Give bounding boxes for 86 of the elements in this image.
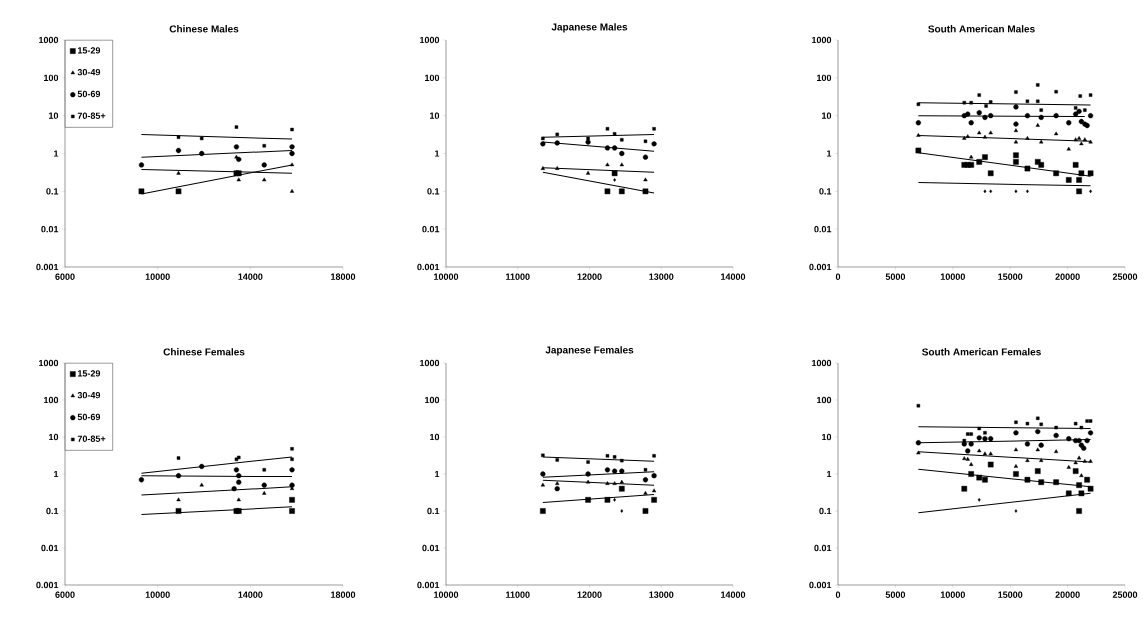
- x-tick-label: 10000: [145, 273, 170, 280]
- x-tick-label: 10000: [940, 591, 965, 598]
- legend-label: 30-49: [77, 68, 101, 76]
- x-tick-label: 18000: [331, 591, 356, 598]
- y-tick-label: 100: [817, 396, 832, 404]
- y-tick-label: 1000: [39, 359, 59, 367]
- chart-title: Chinese Females: [163, 348, 245, 356]
- y-tick-label: 0.01: [814, 225, 832, 233]
- y-tick-label: 0.001: [36, 581, 59, 589]
- legend-label: 15-29: [77, 47, 101, 54]
- y-tick-label: 10: [430, 112, 440, 119]
- x-tick-label: 12000: [577, 591, 602, 598]
- chart-title: Japanese Males: [551, 23, 628, 33]
- x-tick-label: 25000: [1112, 591, 1138, 598]
- x-tick-label: 12000: [577, 273, 602, 280]
- y-tick-label: 10: [430, 433, 440, 441]
- y-tick-label: 0.001: [809, 263, 832, 271]
- y-tick-label: 0.1: [46, 188, 59, 195]
- x-tick-label: 10000: [434, 591, 459, 598]
- y-tick-label: 1000: [812, 359, 832, 367]
- legend-label: 70-85+: [77, 435, 106, 442]
- x-tick-label: 14000: [721, 273, 746, 280]
- chart-title: Chinese Males: [169, 25, 239, 33]
- y-tick-label: 1: [54, 470, 59, 478]
- y-tick-label: 0.1: [427, 188, 440, 195]
- y-tick-label: 100: [44, 74, 59, 82]
- y-tick-label: 0.01: [422, 544, 440, 552]
- x-tick-label: 5000: [885, 273, 906, 280]
- x-tick-label: 6000: [55, 273, 75, 280]
- y-tick-label: 1: [435, 470, 440, 478]
- x-tick-label: 13000: [649, 591, 674, 598]
- y-tick-label: 1: [827, 470, 832, 478]
- legend-label: 50-69: [77, 90, 101, 98]
- y-tick-label: 1000: [39, 36, 59, 44]
- x-tick-label: 20000: [1055, 591, 1080, 598]
- x-tick-label: 6000: [55, 591, 75, 598]
- legend-label: 50-69: [77, 413, 101, 421]
- x-tick-label: 5000: [885, 591, 906, 598]
- x-tick-label: 25000: [1112, 273, 1138, 280]
- chart-title: South American Males: [928, 25, 1035, 33]
- x-tick-label: 10000: [145, 591, 170, 598]
- x-tick-label: 0: [835, 591, 841, 598]
- x-tick-label: 14000: [238, 273, 263, 280]
- x-tick-label: 18000: [331, 273, 356, 280]
- y-tick-label: 0.001: [36, 263, 59, 271]
- y-tick-label: 0.1: [46, 507, 59, 515]
- x-tick-label: 13000: [649, 273, 674, 280]
- y-tick-label: 0.1: [819, 507, 832, 515]
- y-tick-label: 10: [49, 112, 59, 119]
- x-tick-label: 11000: [506, 273, 530, 280]
- y-tick-label: 0.001: [809, 581, 832, 589]
- x-tick-label: 15000: [998, 273, 1023, 280]
- y-tick-label: 1000: [812, 36, 832, 44]
- y-tick-label: 1: [827, 150, 832, 157]
- y-tick-label: 1000: [420, 36, 440, 44]
- x-tick-label: 0: [835, 273, 841, 280]
- y-tick-label: 10: [822, 112, 832, 119]
- y-tick-label: 100: [44, 396, 59, 404]
- y-tick-label: 0.1: [427, 507, 440, 515]
- y-tick-label: 10: [49, 433, 59, 441]
- y-tick-label: 1000: [420, 359, 440, 367]
- y-tick-label: 0.01: [41, 225, 59, 233]
- legend-label: 30-49: [77, 391, 101, 399]
- x-tick-label: 14000: [721, 591, 746, 598]
- chart-title: Japanese Females: [545, 346, 634, 356]
- y-tick-label: 1: [54, 150, 59, 157]
- legend-label: 15-29: [77, 370, 101, 377]
- chart-title: South American Females: [922, 348, 1041, 356]
- y-tick-label: 0.01: [41, 544, 59, 552]
- y-tick-label: 0.001: [417, 581, 440, 589]
- x-tick-label: 10000: [434, 273, 459, 280]
- y-tick-label: 0.01: [422, 225, 440, 233]
- x-tick-label: 11000: [506, 591, 530, 598]
- y-tick-label: 1: [435, 150, 440, 157]
- x-tick-label: 10000: [940, 273, 965, 280]
- y-tick-label: 100: [817, 74, 832, 82]
- y-tick-label: 0.1: [819, 188, 832, 195]
- y-tick-label: 10: [822, 433, 832, 441]
- y-tick-label: 0.001: [417, 263, 440, 271]
- x-tick-label: 20000: [1055, 273, 1080, 280]
- y-tick-label: 100: [425, 396, 440, 404]
- x-tick-label: 15000: [998, 591, 1023, 598]
- legend-label: 70-85+: [77, 112, 106, 119]
- y-tick-label: 100: [425, 74, 440, 82]
- x-tick-label: 14000: [238, 591, 263, 598]
- y-tick-label: 0.01: [814, 544, 832, 552]
